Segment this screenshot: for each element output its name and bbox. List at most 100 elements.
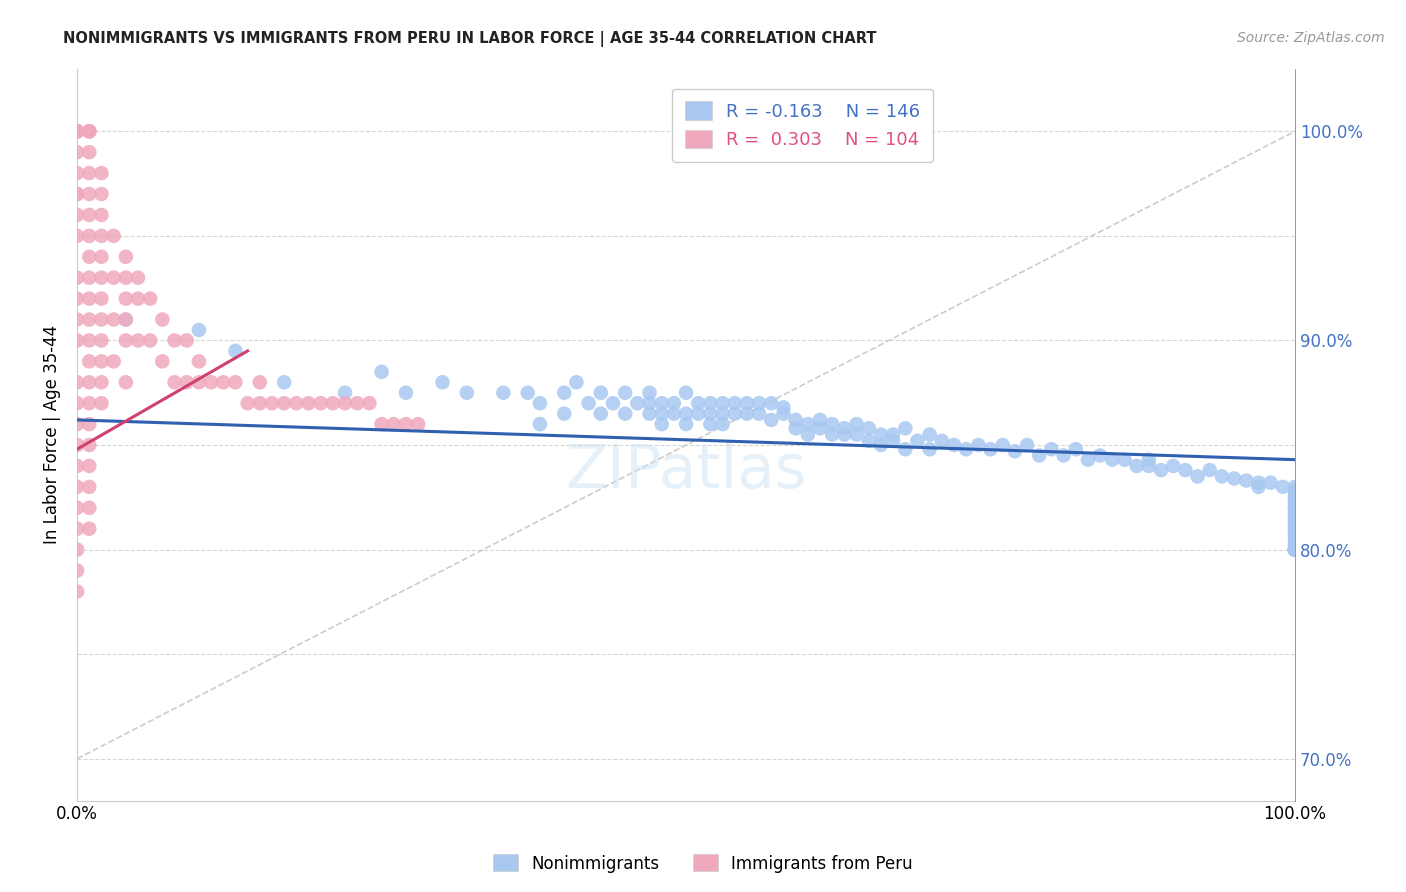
Point <box>821 417 844 431</box>
Point <box>1284 525 1306 540</box>
Point <box>1284 542 1306 557</box>
Point <box>309 396 332 410</box>
Point <box>602 396 624 410</box>
Point <box>77 354 100 368</box>
Point <box>66 292 89 306</box>
Point <box>66 187 89 202</box>
Point <box>66 124 89 138</box>
Point <box>662 407 685 421</box>
Point <box>127 334 149 348</box>
Point <box>273 376 295 390</box>
Point <box>870 438 893 452</box>
Point <box>735 396 758 410</box>
Point <box>1284 513 1306 527</box>
Point <box>187 376 209 390</box>
Point <box>77 145 100 160</box>
Point <box>66 396 89 410</box>
Text: ZIPatlas: ZIPatlas <box>565 442 807 500</box>
Point <box>626 396 648 410</box>
Point <box>114 312 136 326</box>
Point <box>882 434 904 448</box>
Point <box>66 542 89 557</box>
Point <box>1284 483 1306 498</box>
Point <box>1284 488 1306 502</box>
Point <box>1101 452 1123 467</box>
Point <box>1161 458 1184 473</box>
Point <box>66 166 89 180</box>
Point <box>187 323 209 337</box>
Point <box>150 312 173 326</box>
Point <box>456 385 478 400</box>
Point <box>395 385 418 400</box>
Point <box>77 208 100 222</box>
Point <box>66 438 89 452</box>
Point <box>1114 452 1136 467</box>
Point <box>699 396 721 410</box>
Point <box>1284 483 1306 498</box>
Point <box>614 385 637 400</box>
Point <box>66 376 89 390</box>
Point <box>772 407 794 421</box>
Point <box>1284 500 1306 515</box>
Point <box>918 442 941 457</box>
Point <box>529 417 551 431</box>
Point <box>163 376 186 390</box>
Point <box>1284 497 1306 511</box>
Point <box>1284 542 1306 557</box>
Point <box>66 124 89 138</box>
Point <box>907 434 929 448</box>
Point <box>724 407 747 421</box>
Point <box>1260 475 1282 490</box>
Point <box>103 354 125 368</box>
Point <box>90 208 112 222</box>
Point <box>808 413 831 427</box>
Point <box>90 396 112 410</box>
Point <box>66 270 89 285</box>
Point <box>66 187 89 202</box>
Point <box>139 292 162 306</box>
Point <box>236 396 259 410</box>
Point <box>1284 542 1306 557</box>
Point <box>77 480 100 494</box>
Point <box>553 407 575 421</box>
Point <box>1198 463 1220 477</box>
Point <box>297 396 319 410</box>
Point <box>66 312 89 326</box>
Point <box>90 376 112 390</box>
Point <box>187 354 209 368</box>
Point <box>176 334 198 348</box>
Point <box>77 458 100 473</box>
Point <box>77 500 100 515</box>
Point <box>1271 480 1294 494</box>
Point <box>77 124 100 138</box>
Point <box>1284 505 1306 519</box>
Point <box>176 376 198 390</box>
Point <box>1284 530 1306 544</box>
Point <box>346 396 368 410</box>
Point <box>662 396 685 410</box>
Point <box>785 421 807 435</box>
Point <box>285 396 308 410</box>
Y-axis label: In Labor Force | Age 35-44: In Labor Force | Age 35-44 <box>44 325 60 544</box>
Point <box>1247 475 1270 490</box>
Point <box>1150 463 1173 477</box>
Point <box>1234 474 1257 488</box>
Point <box>1284 525 1306 540</box>
Point <box>1284 519 1306 533</box>
Point <box>249 376 271 390</box>
Point <box>103 228 125 243</box>
Point <box>565 376 588 390</box>
Point <box>322 396 344 410</box>
Point <box>711 417 734 431</box>
Point <box>1284 536 1306 550</box>
Point <box>66 334 89 348</box>
Point <box>991 438 1014 452</box>
Point <box>980 442 1002 457</box>
Point <box>90 250 112 264</box>
Point <box>163 334 186 348</box>
Point <box>127 270 149 285</box>
Point <box>772 401 794 415</box>
Point <box>882 427 904 442</box>
Point <box>406 417 429 431</box>
Text: Source: ZipAtlas.com: Source: ZipAtlas.com <box>1237 31 1385 45</box>
